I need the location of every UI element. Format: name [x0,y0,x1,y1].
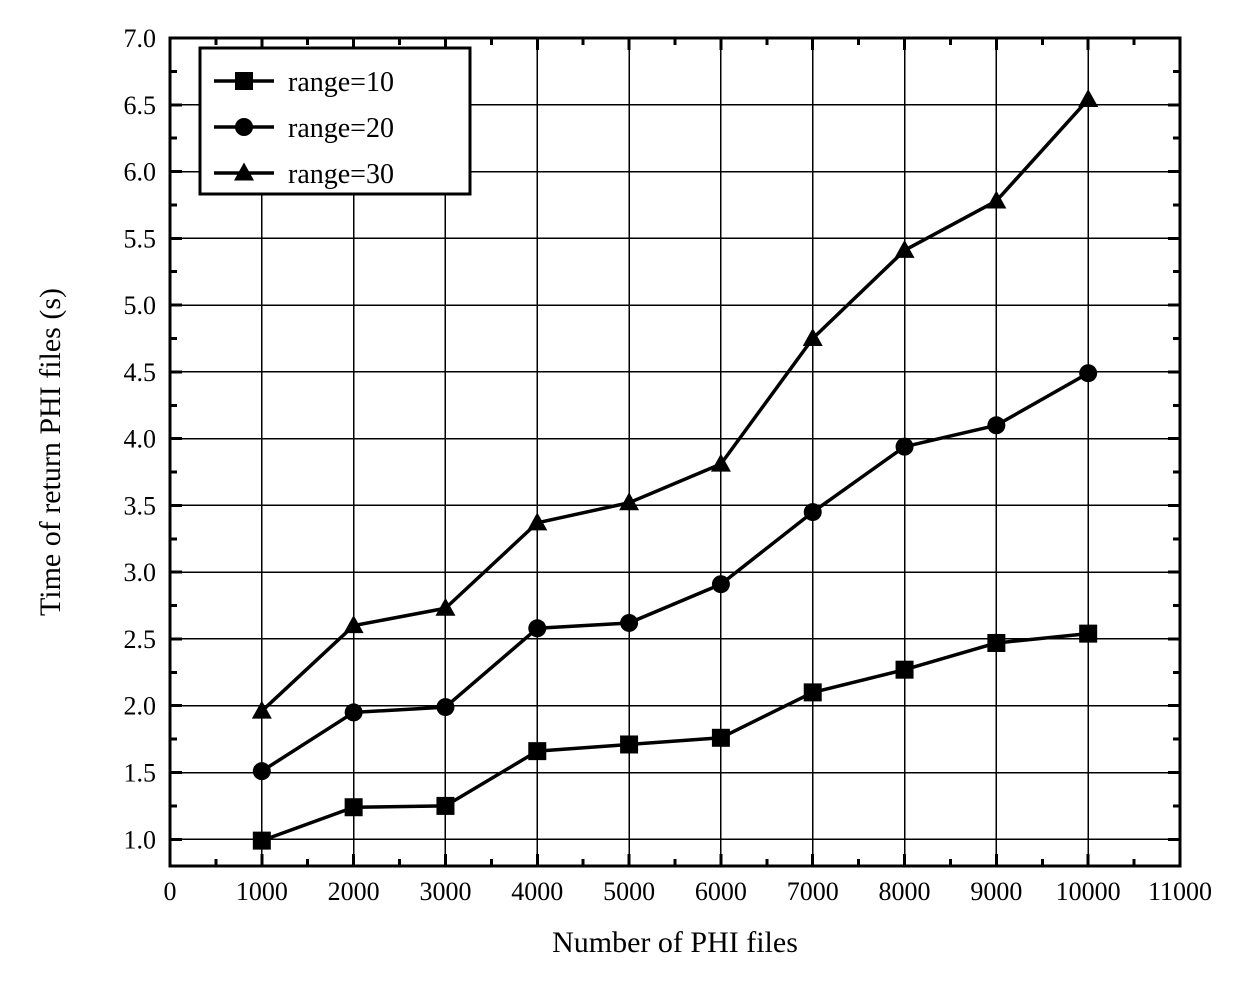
y-tick-label: 6.5 [124,91,157,120]
y-tick-label: 1.5 [124,759,157,788]
legend: range=10 range=20 range=30 [200,48,470,194]
y-tick-label: 7.0 [124,24,157,53]
legend-label: range=20 [288,113,394,144]
x-tick-label: 4000 [511,877,563,906]
x-tick-label: 3000 [419,877,471,906]
x-tick-label: 0 [164,877,177,906]
x-tick-label: 9000 [970,877,1022,906]
x-axis-label: Number of PHI files [552,926,798,959]
y-tick-label: 4.0 [124,425,157,454]
y-tick-label: 3.0 [124,558,157,587]
legend-label: range=30 [288,159,394,190]
y-tick-label: 2.5 [124,625,157,654]
y-tick-label: 6.0 [124,158,157,187]
y-tick-label: 1.0 [124,825,157,854]
x-tick-label: 11000 [1148,877,1212,906]
x-tick-label: 7000 [787,877,839,906]
x-tick-label: 1000 [236,877,288,906]
x-tick-label: 6000 [695,877,747,906]
y-tick-label: 4.5 [124,358,157,387]
x-tick-label: 8000 [879,877,931,906]
y-tick-label: 2.0 [124,692,157,721]
x-tick-label: 10000 [1056,877,1121,906]
y-tick-label: 5.0 [124,291,157,320]
y-tick-label: 3.5 [124,491,157,520]
legend-label: range=10 [288,67,394,98]
line-chart: 0 1000 2000 3000 4000 5000 6000 7000 8000 9000 100… [0,0,1240,991]
x-tick-label: 2000 [328,877,380,906]
x-tick-label: 5000 [603,877,655,906]
y-axis-label: Time of return PHI files (s) [34,288,67,616]
y-tick-label: 5.5 [124,224,157,253]
chart-container: 0 1000 2000 3000 4000 5000 6000 7000 8000 9000 100… [0,0,1240,991]
